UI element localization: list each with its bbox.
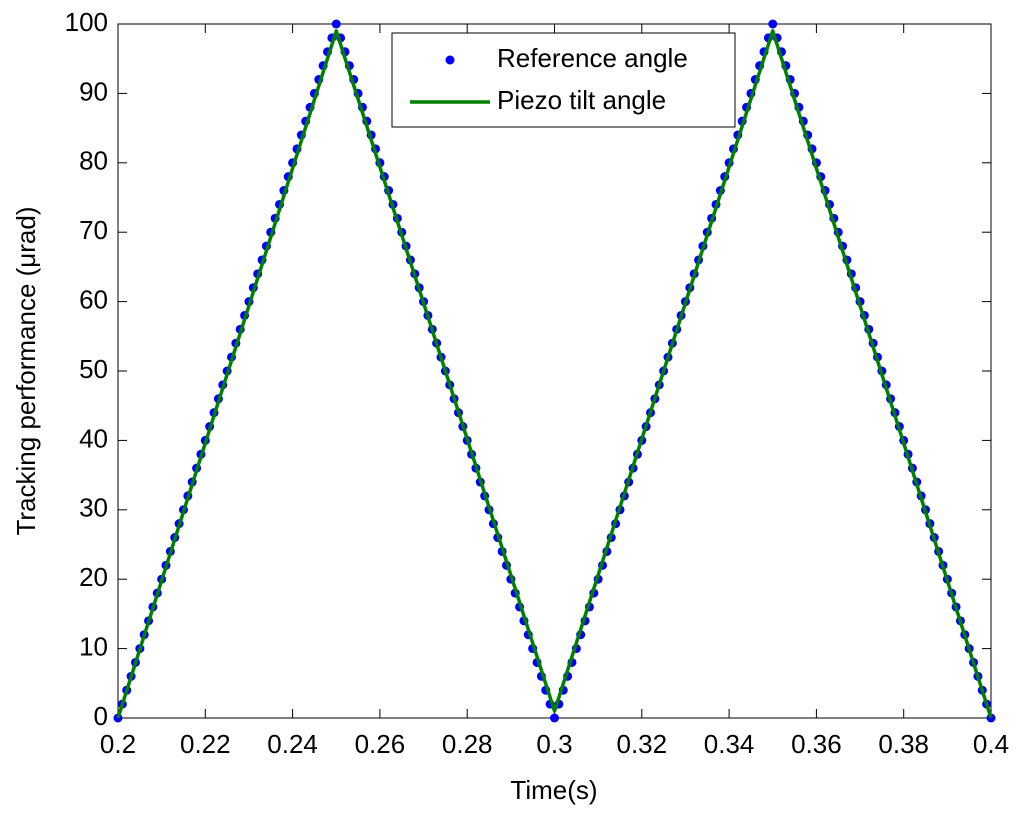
y-tick-label: 80 xyxy=(79,146,108,176)
x-tick-label: 0.22 xyxy=(180,729,231,759)
y-tick-label: 0 xyxy=(94,701,108,731)
y-tick-label: 30 xyxy=(79,493,108,523)
y-tick-label: 10 xyxy=(79,631,108,661)
y-tick-label: 20 xyxy=(79,562,108,592)
y-tick-label: 50 xyxy=(79,354,108,384)
x-tick-label: 0.36 xyxy=(791,729,842,759)
data-point xyxy=(550,713,559,723)
x-tick-label: 0.24 xyxy=(267,729,318,759)
legend-box xyxy=(391,32,736,128)
y-tick-label: 40 xyxy=(79,423,108,453)
y-tick-label: 60 xyxy=(79,284,108,314)
data-point xyxy=(768,19,778,29)
x-tick-label: 0.26 xyxy=(355,729,406,759)
legend-label: Piezo tilt angle xyxy=(497,85,666,115)
x-tick-label: 0.3 xyxy=(536,729,572,759)
y-tick-label: 100 xyxy=(65,7,108,37)
x-tick-label: 0.34 xyxy=(704,729,755,759)
y-tick-label: 70 xyxy=(79,215,108,245)
y-axis-label: Tracking performance (μrad) xyxy=(11,206,41,535)
data-point xyxy=(331,19,341,29)
x-tick-label: 0.38 xyxy=(878,729,929,759)
data-line xyxy=(116,29,993,719)
y-tick-label: 90 xyxy=(79,76,108,106)
x-tick-label: 0.28 xyxy=(442,729,493,759)
x-tick-label: 0.32 xyxy=(616,729,667,759)
x-axis-label: Time(s) xyxy=(510,775,597,805)
x-tick-label: 0.2 xyxy=(100,729,136,759)
legend-marker xyxy=(445,55,455,65)
x-tick-label: 0.4 xyxy=(973,729,1009,759)
legend-label: Reference angle xyxy=(497,43,688,73)
